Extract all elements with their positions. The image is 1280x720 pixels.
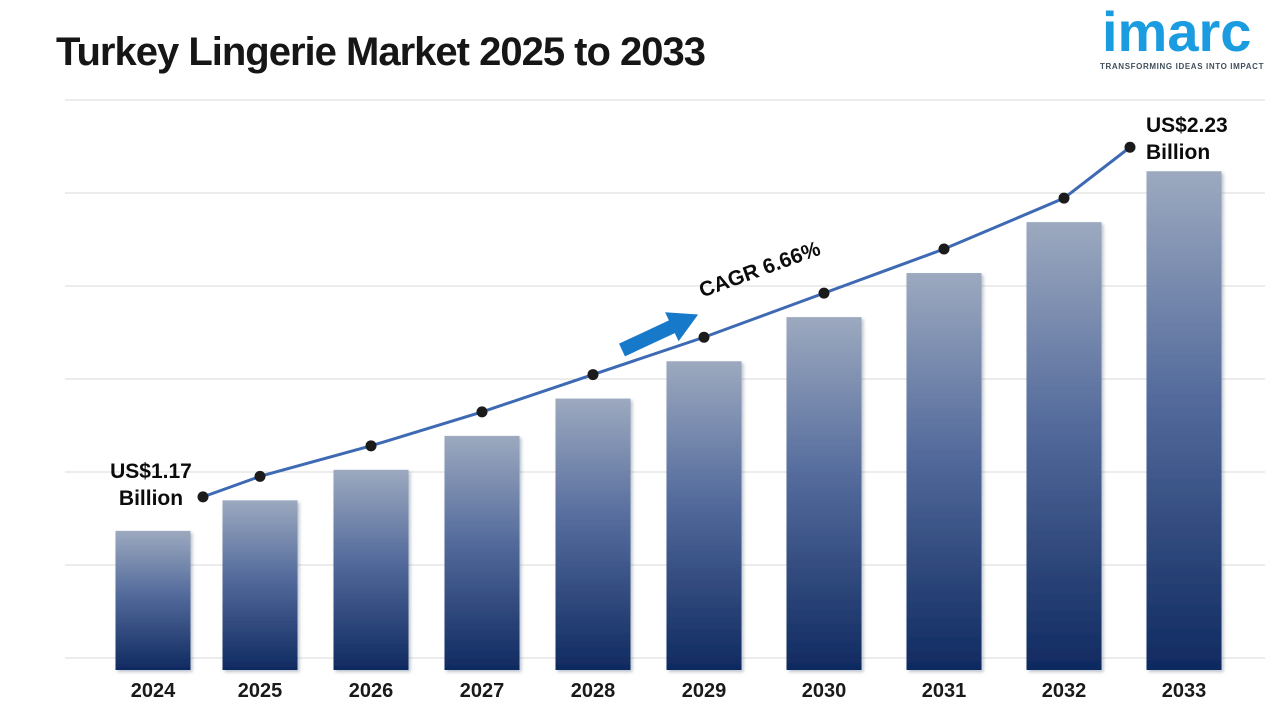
end-value-line1: US$2.23 bbox=[1146, 114, 1228, 137]
marker-2032 bbox=[1058, 192, 1070, 204]
start-value-line2: Billion bbox=[118, 487, 184, 510]
marker-2027 bbox=[476, 406, 488, 418]
logo-wordmark: imarc bbox=[1102, 0, 1252, 63]
start-value-label: US$1.17 Billion bbox=[100, 458, 202, 512]
x-label-2024: 2024 bbox=[131, 680, 176, 702]
x-label-2033: 2033 bbox=[1162, 680, 1207, 702]
trend-line bbox=[202, 146, 1131, 499]
bar-2028 bbox=[555, 398, 631, 670]
marker-2024 bbox=[197, 491, 209, 503]
x-label-2026: 2026 bbox=[349, 680, 394, 702]
marker-2031 bbox=[938, 243, 950, 255]
bar-2025 bbox=[222, 500, 298, 670]
bar-2026 bbox=[333, 469, 409, 670]
logo-tagline: TRANSFORMING IDEAS INTO IMPACT bbox=[1100, 62, 1265, 71]
end-value-line2: Billion bbox=[1146, 141, 1211, 164]
bar-2024 bbox=[115, 530, 191, 670]
start-value-line1: US$1.17 bbox=[110, 460, 192, 483]
x-label-2032: 2032 bbox=[1042, 680, 1087, 702]
marker-2026 bbox=[365, 440, 377, 452]
marker-2028 bbox=[587, 369, 599, 381]
end-value-label: US$2.23 Billion bbox=[1146, 112, 1256, 166]
bar-2027 bbox=[444, 435, 520, 670]
x-label-2030: 2030 bbox=[802, 680, 847, 702]
imarc-logo: imarc TRANSFORMING IDEAS INTO IMPACT bbox=[1100, 4, 1272, 71]
marker-2033 bbox=[1124, 141, 1136, 153]
bar-2033 bbox=[1146, 171, 1222, 670]
x-label-2027: 2027 bbox=[460, 680, 505, 702]
bar-2029 bbox=[666, 361, 742, 670]
x-label-2031: 2031 bbox=[922, 680, 967, 702]
marker-2030 bbox=[818, 287, 830, 299]
bar-2031 bbox=[906, 273, 982, 670]
bar-2030 bbox=[786, 317, 862, 670]
page-title: Turkey Lingerie Market 2025 to 2033 bbox=[56, 30, 706, 74]
growth-arrow-icon bbox=[619, 312, 699, 357]
x-label-2029: 2029 bbox=[682, 680, 727, 702]
marker-2025 bbox=[254, 470, 266, 482]
x-label-2025: 2025 bbox=[238, 680, 283, 702]
bar-2032 bbox=[1026, 222, 1102, 670]
marker-2029 bbox=[698, 331, 710, 343]
x-label-2028: 2028 bbox=[571, 680, 616, 702]
